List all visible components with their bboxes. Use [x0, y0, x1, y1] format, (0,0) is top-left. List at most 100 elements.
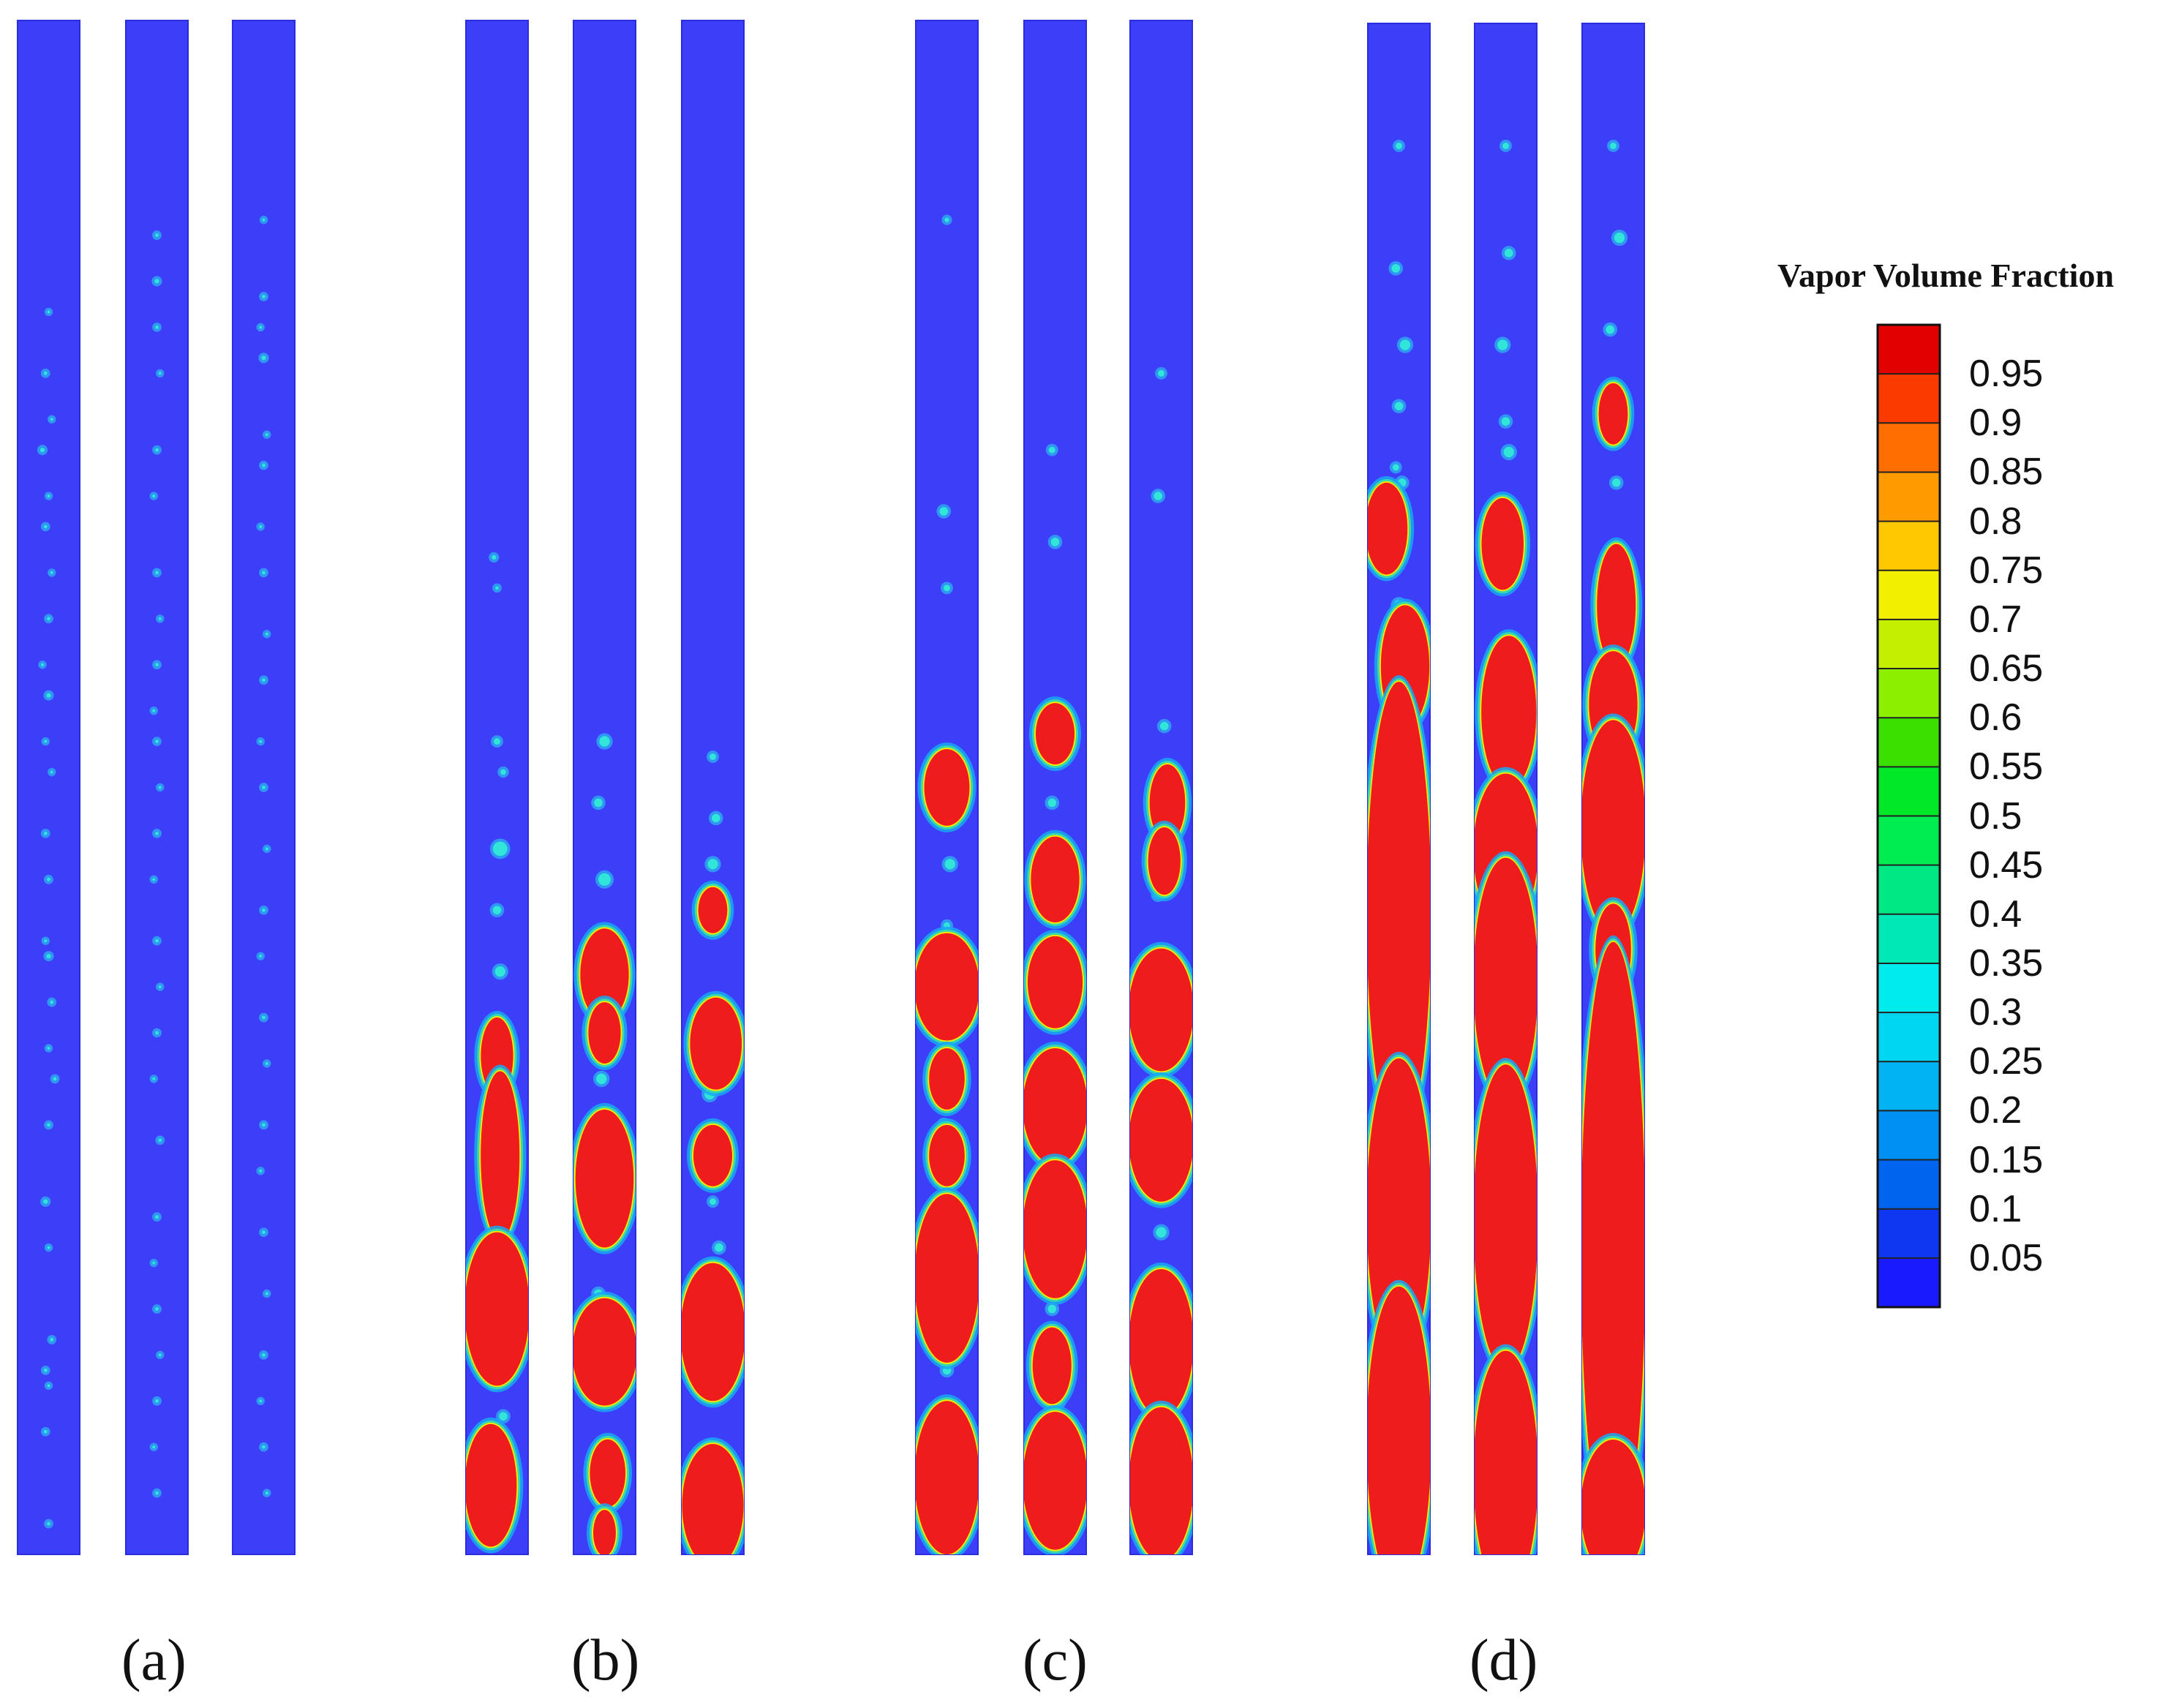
legend-tick-label: 0.75 [1969, 549, 2044, 592]
small-bubble [492, 554, 497, 560]
legend-tick-label: 0.55 [1969, 745, 2044, 789]
colorbar-segment [1878, 1012, 1940, 1062]
vapor-slug [466, 1417, 524, 1554]
vapor-slug [682, 1437, 744, 1554]
small-bubble [262, 1230, 266, 1235]
vapor-slug [1368, 675, 1430, 1148]
colorbar-segment [1878, 963, 1940, 1013]
small-bubble [492, 841, 508, 857]
legend-tick-label: 0.15 [1969, 1138, 2044, 1181]
pipe [1581, 23, 1645, 1555]
small-bubble [1159, 721, 1169, 731]
pipe [573, 20, 636, 1555]
small-bubble [1156, 1227, 1167, 1238]
vapor-slug [1368, 1051, 1430, 1372]
small-bubble [1396, 143, 1402, 149]
small-bubble [262, 1015, 266, 1020]
small-bubble [43, 1429, 48, 1434]
vapor-slug [922, 1118, 971, 1193]
small-bubble [50, 770, 53, 774]
small-bubble [152, 1261, 156, 1265]
legend-tick-label: 0.6 [1969, 696, 2022, 740]
small-bubble [1392, 464, 1399, 471]
vapor-slug [1592, 376, 1635, 451]
vapor-slug [922, 1041, 971, 1116]
vapor-slug [691, 880, 734, 940]
small-bubble [155, 326, 159, 329]
small-bubble [47, 494, 50, 498]
panel-label-a: (a) [121, 1628, 187, 1693]
small-bubble [499, 1412, 508, 1421]
small-bubble [259, 326, 263, 329]
small-bubble [152, 878, 156, 881]
small-bubble [155, 1491, 159, 1495]
small-bubble [155, 663, 159, 667]
small-bubble [939, 507, 949, 516]
small-bubble [596, 1073, 607, 1085]
pipe [1474, 23, 1538, 1555]
small-bubble [50, 1338, 54, 1342]
pipe [1129, 20, 1193, 1555]
small-bubble [50, 1000, 54, 1004]
small-bubble [53, 1077, 57, 1081]
small-bubble [265, 1491, 268, 1495]
small-bubble [262, 908, 266, 912]
small-bubble [47, 310, 50, 314]
small-bubble [598, 873, 611, 886]
small-bubble [707, 859, 718, 870]
colorbar-segment [1878, 521, 1940, 571]
vapor-slug [1024, 829, 1086, 930]
small-bubble [1048, 446, 1055, 454]
small-bubble [262, 1445, 266, 1449]
small-bubble [155, 832, 159, 835]
pipe [17, 20, 80, 1555]
vapor-slug [1475, 629, 1537, 796]
legend-tick-label: 0.45 [1969, 843, 2044, 887]
colorbar-segment [1878, 767, 1940, 816]
small-bubble [155, 1215, 159, 1219]
small-bubble [1611, 478, 1621, 487]
small-bubble [155, 571, 159, 575]
pipe [681, 20, 745, 1555]
colorbar-segment [1878, 914, 1940, 964]
small-bubble [500, 769, 506, 775]
vapor-slug [1130, 1262, 1192, 1423]
small-bubble [262, 1353, 266, 1357]
small-bubble [47, 1384, 50, 1388]
panel-label-b: (b) [571, 1628, 640, 1693]
colorbar-segment [1878, 472, 1940, 522]
vapor-slug [1024, 1042, 1086, 1172]
legend-tick-label: 0.95 [1969, 353, 2044, 396]
small-bubble [1050, 538, 1060, 546]
colorbar-segment [1878, 325, 1940, 375]
small-bubble [155, 1031, 159, 1035]
colorbar-segment [1878, 1159, 1940, 1210]
small-bubble [1504, 249, 1513, 257]
small-bubble [265, 1292, 268, 1295]
vapor-slug [916, 1187, 978, 1369]
small-bubble [494, 738, 500, 745]
small-bubble [1158, 369, 1164, 377]
vapor-slug [573, 1291, 636, 1412]
legend-tick-label: 0.25 [1969, 1040, 2044, 1083]
small-bubble [715, 1243, 723, 1252]
vapor-slug [683, 990, 744, 1096]
small-bubble [47, 1521, 50, 1526]
panel-b [465, 20, 745, 1555]
colorbar-segment [1878, 865, 1940, 915]
small-bubble [1497, 339, 1508, 350]
vapor-slug [1130, 941, 1192, 1078]
small-bubble [44, 939, 48, 943]
small-bubble [50, 418, 53, 421]
small-bubble [1047, 1304, 1057, 1314]
small-bubble [158, 1138, 162, 1143]
colorbar-border [1876, 323, 1941, 1309]
vapor-slug [474, 1064, 527, 1247]
vapor-slug [582, 996, 628, 1070]
colorbar [1876, 323, 1941, 1309]
pipe [232, 20, 296, 1555]
small-bubble [710, 753, 716, 761]
vapor-slug [573, 922, 636, 1028]
colorbar-segment [1878, 669, 1940, 718]
